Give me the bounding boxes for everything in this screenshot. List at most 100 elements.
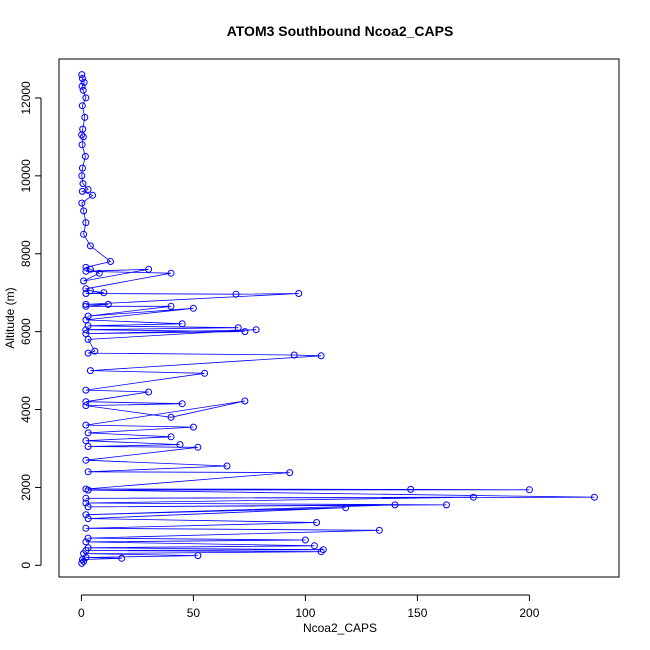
data-point <box>252 326 260 334</box>
data-point <box>84 534 92 542</box>
data-point <box>342 504 350 512</box>
data-point <box>189 304 197 312</box>
data-point <box>78 141 86 149</box>
data-point <box>82 290 90 297</box>
data-point <box>82 511 90 519</box>
data-point <box>167 302 175 310</box>
data-point <box>84 503 92 511</box>
data-point <box>317 352 325 360</box>
x-tick-label: 50 <box>187 606 201 620</box>
chart-title: ATOM3 Southbound Ncoa2_CAPS <box>227 23 454 39</box>
data-point <box>91 347 99 355</box>
data-point <box>79 164 86 172</box>
data-point <box>82 538 90 546</box>
data-point <box>82 326 90 334</box>
y-axis-label: Altitude (m) <box>3 287 17 348</box>
data-point <box>295 290 303 297</box>
data-point <box>84 515 92 523</box>
data-point <box>86 242 94 250</box>
data-point <box>145 265 153 273</box>
data-point <box>80 557 88 565</box>
data-point <box>313 519 321 526</box>
data-point <box>80 207 88 215</box>
data-point <box>78 199 86 207</box>
x-axis: 0 50 100 150 200 <box>78 594 540 620</box>
data-point <box>104 300 112 308</box>
y-tick-label: 12000 <box>19 81 33 115</box>
data-point <box>82 402 90 410</box>
x-tick-label: 150 <box>407 606 427 620</box>
data-point <box>176 441 184 449</box>
data-point <box>167 433 175 441</box>
data-point <box>82 330 90 338</box>
data-point <box>82 94 90 102</box>
x-tick-label: 100 <box>295 606 315 620</box>
data-point <box>290 351 298 359</box>
data-point <box>310 542 318 550</box>
data-point <box>78 559 86 567</box>
data-point <box>145 388 153 396</box>
series-line <box>81 74 595 564</box>
data-point <box>81 113 89 121</box>
data-point <box>82 316 90 324</box>
data-point <box>525 486 533 494</box>
data-point <box>84 312 92 320</box>
data-point <box>167 269 175 277</box>
data-point <box>82 456 90 464</box>
data-point <box>95 269 103 277</box>
data-point <box>241 397 249 405</box>
y-tick-label: 0 <box>19 562 33 569</box>
data-point <box>317 548 325 556</box>
data-point <box>82 302 90 310</box>
y-tick-label: 2000 <box>19 474 33 501</box>
data-point <box>82 285 90 293</box>
data-point <box>167 413 175 421</box>
data-point <box>86 367 94 375</box>
data-point <box>81 152 89 160</box>
data-point <box>286 469 294 477</box>
data-point <box>78 131 86 139</box>
data-point <box>590 493 598 501</box>
data-point <box>84 429 92 437</box>
data-point <box>82 554 90 561</box>
y-tick-label: 10000 <box>19 159 33 193</box>
data-point <box>319 546 327 554</box>
data-point <box>78 71 86 79</box>
y-axis: 0 2000 4000 6000 8000 10000 12000 <box>19 81 42 569</box>
data-point <box>178 400 186 408</box>
data-point <box>84 335 92 343</box>
data-point <box>84 349 92 357</box>
data-point <box>407 485 415 493</box>
x-axis-label: Ncoa2_CAPS <box>303 621 377 635</box>
data-point <box>391 501 399 509</box>
y-tick-label: 8000 <box>19 240 33 267</box>
data-point <box>80 277 88 285</box>
data-point <box>80 230 88 238</box>
data-point <box>78 102 86 110</box>
data-point <box>223 462 231 470</box>
data-point <box>178 320 186 328</box>
data-point <box>84 468 92 476</box>
data-point <box>82 494 90 502</box>
data-point <box>82 499 90 507</box>
data-point <box>82 398 90 406</box>
data-point <box>79 180 87 188</box>
data-point <box>375 526 383 534</box>
data-point <box>82 421 90 429</box>
data-point <box>82 267 90 275</box>
data-point <box>84 443 92 450</box>
data-point <box>82 437 90 445</box>
data-point <box>194 552 202 560</box>
data-point <box>100 289 108 297</box>
data-point <box>107 258 114 265</box>
data-point <box>82 524 90 532</box>
data-point <box>79 133 87 141</box>
y-tick-label: 4000 <box>19 396 33 423</box>
data-point <box>201 369 209 377</box>
data-point <box>232 290 240 298</box>
data-point <box>78 82 86 90</box>
data-point <box>241 328 249 336</box>
data-point <box>79 75 86 82</box>
data-point <box>301 536 309 544</box>
